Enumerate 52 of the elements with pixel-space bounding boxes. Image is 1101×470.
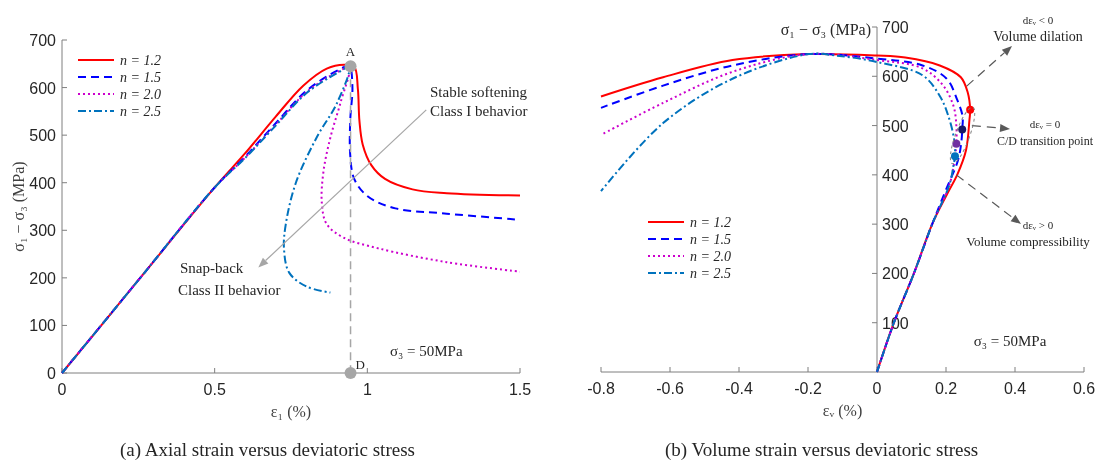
annotation: Class II behavior — [178, 282, 281, 298]
x-tick-label: 0.6 — [1072, 380, 1096, 397]
y-tick-label: 700 — [882, 19, 909, 36]
legend-label: n = 2.5 — [120, 104, 161, 119]
annotation: Class I behavior — [430, 103, 528, 119]
annotation: Snap-back — [180, 260, 244, 276]
y-tick-label: 200 — [882, 265, 909, 283]
y-tick-label: 400 — [882, 166, 909, 184]
legend-label: n = 1.2 — [690, 215, 731, 230]
y-tick-label: 700 — [29, 32, 57, 49]
annotation: A — [345, 44, 356, 60]
y-tick-label: 600 — [29, 79, 57, 97]
x-tick-label: -0.2 — [794, 380, 822, 397]
legend-label: n = 2.0 — [690, 249, 731, 264]
annotation: D — [355, 357, 365, 372]
x-axis-title: εᵥ (%) — [822, 402, 863, 420]
annotation: C/D transition point — [997, 134, 1094, 148]
y-tick-label: 600 — [882, 68, 909, 86]
text: (b) Volume strain versus deviatoric stress — [665, 439, 979, 461]
annotation: Stable softening — [430, 84, 528, 100]
legend-label: n = 1.5 — [120, 70, 161, 85]
annotation: dεᵥ = 0 — [1029, 118, 1061, 130]
legend-label: n = 1.2 — [120, 53, 161, 68]
x-tick-label: 1.5 — [508, 381, 532, 398]
text: dεᵥ < 0 — [1022, 14, 1054, 26]
x-tick-label: -0.6 — [656, 380, 684, 397]
annotation: Volume compressibility — [966, 234, 1091, 249]
legend-label: n = 1.5 — [690, 232, 731, 247]
legend-label: n = 2.5 — [690, 266, 731, 281]
y-tick-label: 100 — [29, 317, 57, 335]
legend-label: n = 2.0 — [120, 87, 161, 102]
annotation: σ₃ = 50MPa — [390, 343, 463, 359]
y-tick-label: 400 — [29, 174, 57, 192]
x-tick-label: -0.8 — [587, 380, 615, 397]
x-tick-label: -0.4 — [725, 380, 753, 397]
y-tick-label: 500 — [29, 127, 57, 145]
annotation: Volume dilation — [993, 29, 1083, 44]
text: (a) Axial strain versus deviatoric stress — [120, 439, 415, 461]
y-tick-label: 200 — [29, 269, 57, 287]
x-tick-label: 1 — [362, 381, 372, 398]
y-tick-label: 300 — [29, 222, 57, 240]
x-tick-label: 0.4 — [1003, 380, 1027, 397]
annotation: σ₃ = 50MPa — [973, 333, 1047, 349]
y-tick-label: 500 — [882, 117, 909, 135]
x-tick-label: 0.5 — [203, 381, 226, 398]
annotation: dεᵥ > 0 — [1022, 219, 1054, 231]
y-tick-label: 300 — [882, 216, 909, 234]
x-axis-title: ε₁ (%) — [270, 403, 312, 421]
y-tick-label: 0 — [47, 365, 57, 382]
y-axis-title: σ₁ − σ₃ (MPa) — [780, 21, 871, 39]
x-tick-label: 0.2 — [934, 380, 958, 397]
y-axis-title: σ₁ − σ₃ (MPa) — [10, 161, 28, 252]
